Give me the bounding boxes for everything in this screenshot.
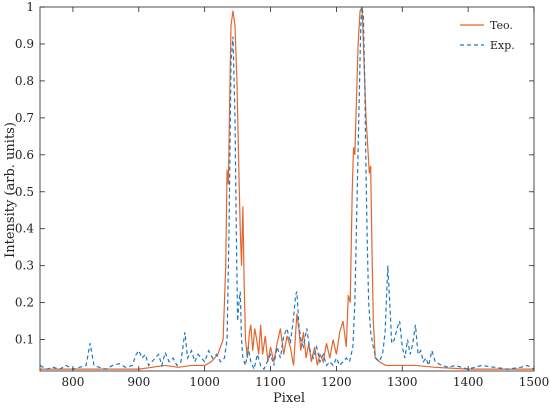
y-tick-label: 0.6 — [15, 148, 34, 162]
x-tick-label: 1100 — [255, 375, 286, 389]
series-line-exp — [40, 7, 534, 371]
y-tick-label: 0.4 — [15, 222, 34, 236]
legend: Teo. Exp. — [452, 14, 530, 58]
x-tick-label: 800 — [61, 375, 84, 389]
y-tick-label: 0.1 — [15, 333, 34, 347]
legend-label-teo: Teo. — [490, 19, 513, 32]
y-tick-label: 1 — [26, 0, 34, 14]
x-tick-label: 1500 — [519, 375, 550, 389]
x-tick-label: 900 — [127, 375, 150, 389]
x-axis-label: Pixel — [273, 391, 305, 406]
y-tick-label: 0.8 — [15, 74, 34, 88]
plot-area — [40, 7, 534, 371]
legend-label-exp: Exp. — [490, 39, 515, 52]
axes-frame — [39, 6, 535, 372]
y-axis-label: Intensity (arb. units) — [3, 122, 18, 258]
y-tick-label: 0.9 — [15, 37, 34, 51]
x-tick-label: 1300 — [387, 375, 418, 389]
x-tick-label: 1200 — [321, 375, 352, 389]
series-line-teo — [40, 7, 534, 370]
legend-box — [452, 14, 530, 58]
y-tick-label: 0.7 — [15, 111, 34, 125]
axes: 800 900 1000 1100 1200 1300 1400 1500 0.1 0.2 0.3 0… — [15, 0, 549, 389]
y-tick-label: 0.3 — [15, 259, 34, 273]
y-tick-label: 0.2 — [15, 296, 34, 310]
x-tick-label: 1000 — [189, 375, 220, 389]
y-tick-label: 0.5 — [15, 185, 34, 199]
x-tick-label: 1400 — [453, 375, 484, 389]
